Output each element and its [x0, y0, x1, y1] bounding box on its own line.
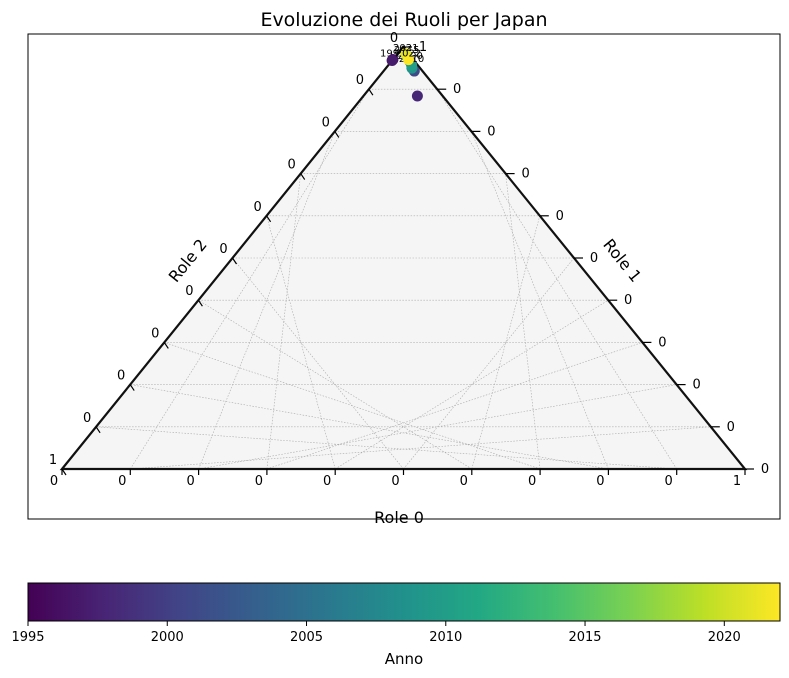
right-axis-tick-label: 0	[556, 209, 564, 224]
left-axis-tick-mark	[163, 342, 169, 349]
left-axis-tick-label: 0	[322, 115, 330, 130]
left-axis-tick-label: 0	[390, 31, 398, 46]
right-axis-tick-label: 0	[624, 293, 632, 308]
right-axis-label: Role 1	[599, 235, 645, 286]
left-axis-tick-mark	[95, 426, 101, 434]
axis-ticks: 0 0 0 0 0 0 0 0 0 0 1 0 0 0 0 0 0 0 0 0 0 1 1 0 0 0 0 0 0 0 0 0 0	[49, 31, 769, 489]
left-axis-tick-mark	[232, 257, 237, 265]
chart-title: Evoluzione dei Ruoli per Japan	[260, 9, 547, 31]
left-axis-tick-label: 1	[49, 453, 57, 468]
grid-line	[232, 257, 404, 470]
bottom-axis-tick-label: 0	[460, 474, 468, 489]
bottom-axis-tick-label: 0	[50, 474, 58, 489]
grid-line	[471, 131, 609, 470]
left-axis-tick-mark	[300, 173, 306, 180]
left-axis-tick-mark	[197, 299, 203, 307]
bottom-axis-tick-label: 0	[255, 474, 263, 489]
right-axis-tick-label: 0	[658, 335, 666, 350]
left-axis-tick-mark	[368, 88, 374, 96]
left-axis-tick-mark	[334, 131, 340, 138]
grid-lines	[96, 88, 711, 470]
colorbar-ticks: 1995 2000 2005 2010 2015 2020	[11, 621, 741, 645]
colorbar-tick-label: 2015	[568, 630, 601, 645]
right-axis-tick-label: 0	[692, 378, 700, 393]
colorbar-tick-label: 2020	[708, 630, 741, 645]
grid-line	[164, 342, 541, 470]
data-point	[411, 90, 423, 102]
bottom-axis-tick-label: 0	[596, 474, 604, 489]
colorbar	[27, 582, 781, 622]
left-axis-label: Role 2	[165, 235, 211, 286]
left-axis-tick-label: 0	[117, 369, 125, 384]
colorbar-tick-label: 2005	[290, 630, 323, 645]
plot-frame	[27, 33, 781, 520]
right-axis-tick-label: 0	[727, 420, 735, 435]
bottom-axis-tick-label: 0	[528, 474, 536, 489]
left-axis-tick-label: 0	[288, 158, 296, 173]
data-point	[402, 54, 414, 66]
bottom-axis-tick-label: 0	[118, 474, 126, 489]
bottom-axis-tick-label: 0	[186, 474, 194, 489]
right-axis-tick-label: 0	[453, 82, 461, 97]
bottom-axis-label: Role 0	[374, 508, 424, 527]
data-points: 199520002010201520212022	[380, 43, 424, 102]
data-point	[386, 55, 398, 67]
left-axis-tick-mark	[61, 468, 67, 476]
grid-line	[198, 299, 472, 470]
left-axis-tick-label: 0	[185, 284, 193, 299]
bottom-axis-tick-label: 0	[665, 474, 673, 489]
right-axis-tick-label: 0	[590, 251, 598, 266]
left-axis-tick-label: 0	[151, 326, 159, 341]
left-axis-tick-label: 0	[219, 242, 227, 257]
colorbar-tick-label: 2000	[151, 630, 184, 645]
right-axis-tick-label: 0	[521, 167, 529, 182]
left-axis-tick-mark	[266, 215, 272, 223]
grid-line	[96, 426, 677, 470]
bottom-axis-tick-label: 0	[323, 474, 331, 489]
left-axis-tick-label: 0	[356, 73, 364, 88]
point-year-label: 2022	[396, 49, 421, 60]
bottom-axis-tick-label: 1	[733, 474, 741, 489]
right-axis-tick-label: 0	[487, 124, 495, 139]
grid-line	[403, 257, 575, 470]
grid-line	[198, 131, 336, 470]
right-axis-tick-label: 0	[761, 462, 769, 477]
point-year-label: 2021	[393, 43, 418, 54]
bottom-axis-tick-label: 0	[391, 474, 399, 489]
left-axis-tick-label: 0	[253, 200, 261, 215]
colorbar-label: Anno	[385, 650, 423, 668]
left-axis-tick-mark	[129, 384, 135, 391]
colorbar-tick-label: 1995	[11, 630, 44, 645]
right-axis-tick-label: 1	[419, 40, 427, 55]
colorbar-tick-label: 2010	[429, 630, 462, 645]
left-axis-tick-label: 0	[83, 411, 91, 426]
